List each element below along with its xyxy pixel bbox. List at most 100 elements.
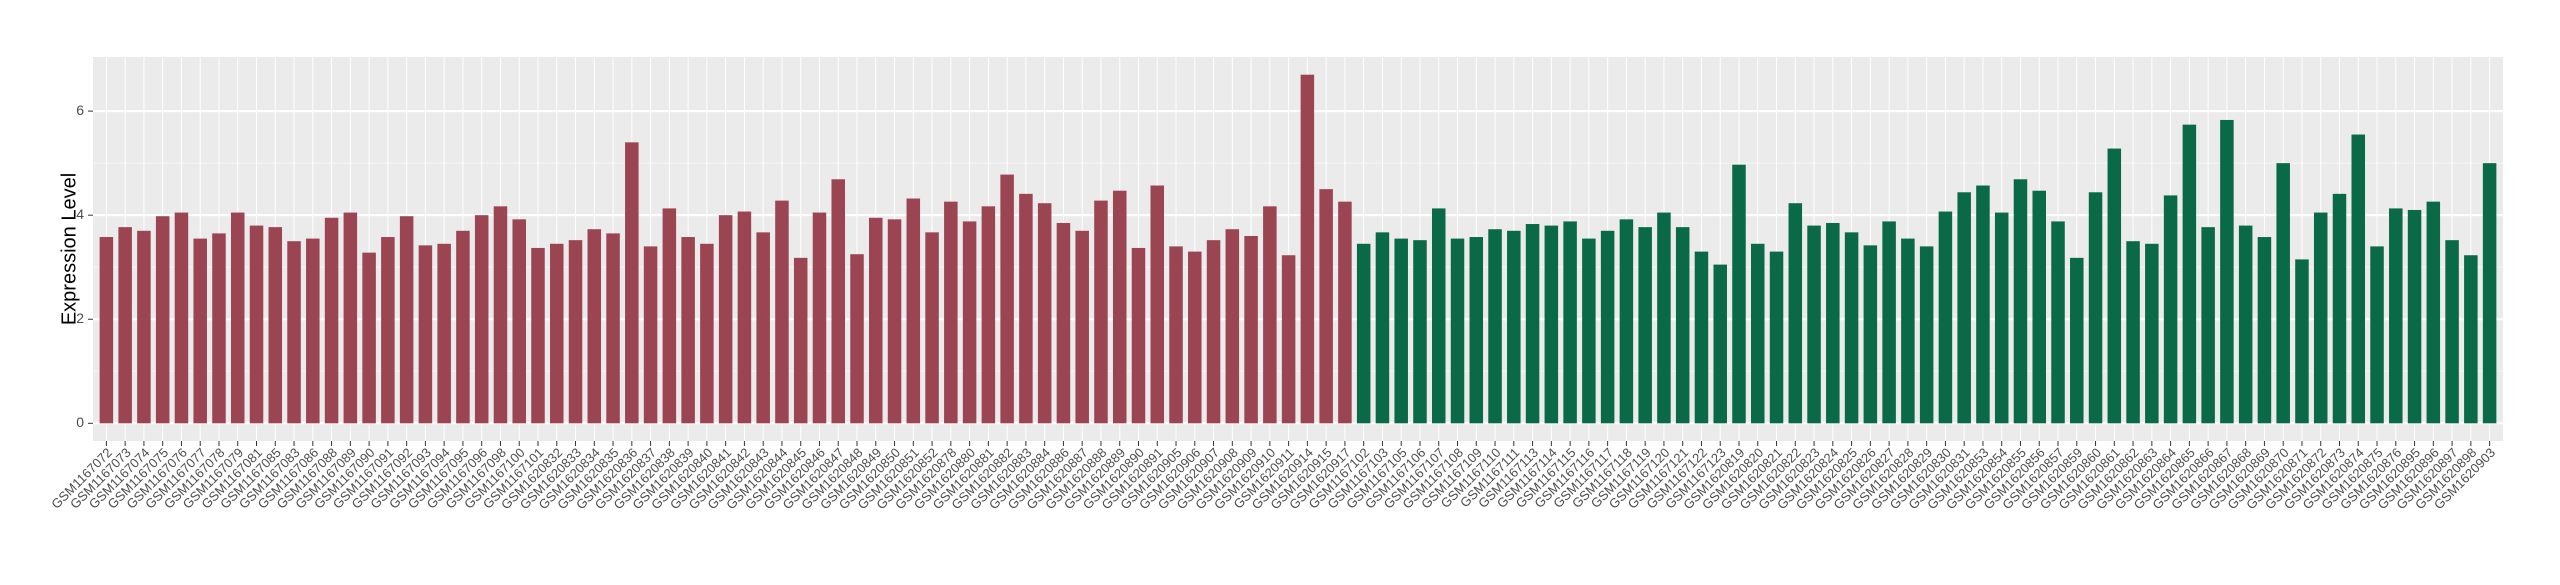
bar <box>1150 185 1165 424</box>
bar <box>1619 219 1634 424</box>
bar <box>944 201 958 424</box>
bar <box>1675 227 1690 424</box>
bar <box>1751 243 1765 424</box>
bar <box>2426 201 2441 424</box>
bar <box>437 243 451 424</box>
bar <box>531 247 545 424</box>
bar <box>1901 238 1915 424</box>
bar <box>606 233 620 424</box>
plot-panel <box>93 57 2503 441</box>
bar <box>1938 211 1953 424</box>
bar <box>324 217 339 424</box>
bar <box>2351 134 2366 424</box>
bar <box>1863 245 1878 424</box>
bar <box>1413 240 1427 424</box>
bar <box>2370 246 2384 424</box>
bar <box>737 211 752 424</box>
bar <box>2163 195 2178 424</box>
bar <box>1544 225 1559 424</box>
bar <box>306 238 320 424</box>
bar <box>1957 192 1971 424</box>
bar <box>1507 230 1521 424</box>
bar <box>1244 235 1258 424</box>
y-axis-title: Expression Level <box>58 173 80 325</box>
bar <box>249 225 264 424</box>
bar <box>381 237 395 424</box>
y-tick-label: 2 <box>76 310 84 326</box>
bar <box>643 246 658 424</box>
bar <box>1075 230 1089 424</box>
bar <box>962 221 977 424</box>
bar <box>1281 255 1296 424</box>
bar <box>1056 222 1071 424</box>
bar <box>625 142 639 424</box>
bar <box>118 227 132 424</box>
bar <box>493 206 508 424</box>
bar <box>550 243 564 424</box>
bar <box>1338 201 1352 424</box>
bar <box>456 230 470 424</box>
bar <box>2088 192 2103 424</box>
bar <box>1582 238 1596 424</box>
y-tick-label: 4 <box>76 206 84 222</box>
bar <box>399 216 414 424</box>
bar <box>2407 209 2422 424</box>
bar <box>1394 238 1408 424</box>
bar <box>1694 251 1709 424</box>
bar <box>1225 229 1240 424</box>
bar <box>1769 251 1784 424</box>
bar <box>1431 208 1446 424</box>
bar <box>1000 174 1014 424</box>
bar <box>1206 240 1221 424</box>
bar <box>700 243 714 424</box>
bar <box>1882 221 1896 424</box>
bar <box>2032 190 2046 424</box>
bar <box>869 217 883 424</box>
bar <box>568 240 583 424</box>
bar <box>155 216 170 424</box>
bar <box>268 227 283 424</box>
bar <box>1826 222 1840 424</box>
bar <box>662 208 677 424</box>
bar <box>362 252 376 424</box>
bar <box>2482 163 2497 424</box>
bar <box>2013 179 2028 424</box>
bar <box>474 215 489 424</box>
bar <box>1488 229 1502 424</box>
bar <box>2220 119 2234 424</box>
bar <box>1112 190 1127 424</box>
bar <box>2145 243 2159 424</box>
bar <box>812 212 827 424</box>
bar <box>2389 208 2403 424</box>
bar <box>287 241 301 424</box>
bar <box>1919 246 1934 424</box>
bar <box>1037 203 1052 424</box>
bar <box>1638 227 1652 424</box>
bar <box>512 219 526 424</box>
bar <box>1263 206 1277 424</box>
bar <box>212 233 226 424</box>
bar <box>1600 230 1615 424</box>
bar <box>2107 148 2122 424</box>
bar <box>1356 243 1371 424</box>
bar <box>1525 224 1540 424</box>
bar <box>1844 232 1859 424</box>
bar <box>1788 203 1803 424</box>
bar <box>887 219 902 424</box>
bar <box>2332 193 2347 424</box>
bar <box>1375 232 1390 424</box>
bar <box>1169 246 1183 424</box>
bar <box>2051 221 2065 424</box>
bar <box>1994 212 2009 424</box>
bar <box>2070 257 2084 424</box>
bar <box>1713 264 1727 424</box>
bar <box>1657 212 1671 424</box>
bar <box>1450 238 1465 424</box>
bar <box>1019 193 1033 424</box>
bar <box>775 200 789 424</box>
bar <box>831 179 845 424</box>
bar <box>718 215 733 424</box>
bar <box>343 212 358 424</box>
